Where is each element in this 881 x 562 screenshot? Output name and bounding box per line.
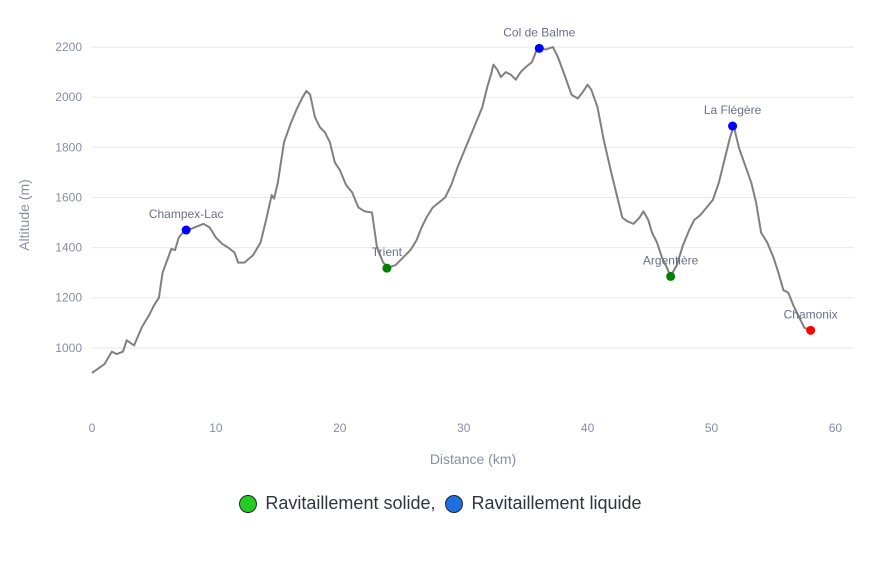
aid-station-label: Chamonix bbox=[784, 307, 838, 321]
aid-station-marker[interactable] bbox=[534, 43, 544, 53]
legend-swatch-liquid bbox=[445, 494, 464, 513]
x-tick-label: 10 bbox=[209, 421, 223, 435]
x-tick-label: 50 bbox=[705, 421, 719, 435]
x-tick-label: 60 bbox=[829, 421, 843, 435]
y-axis-title: Altitude (m) bbox=[16, 179, 32, 251]
aid-station-marker[interactable] bbox=[666, 271, 676, 281]
x-tick-label: 20 bbox=[333, 421, 347, 435]
aid-station-marker[interactable] bbox=[806, 325, 816, 335]
elevation-chart: 1000 1200 1400 1600 1800 2000 2200 0 10 20 30 40 50… bbox=[16, 25, 854, 467]
legend: Ravitaillement solide, Ravitaillement li… bbox=[0, 493, 881, 514]
aid-station-label: La Flégère bbox=[704, 103, 762, 117]
aid-station-label: Champex-Lac bbox=[149, 207, 224, 221]
x-axis-title: Distance (km) bbox=[430, 451, 516, 467]
x-tick-labels: 0 10 20 30 40 50 60 bbox=[89, 421, 843, 435]
aid-station-marker[interactable] bbox=[382, 263, 392, 273]
y-tick-label: 1200 bbox=[55, 291, 82, 305]
aid-station-label: Argentière bbox=[643, 253, 699, 267]
x-tick-label: 30 bbox=[457, 421, 471, 435]
aid-station-label: Trient bbox=[372, 245, 403, 259]
legend-item-solid[interactable]: Ravitaillement solide, bbox=[239, 493, 435, 514]
elevation-profile-line bbox=[91, 46, 811, 374]
y-tick-label: 2000 bbox=[55, 90, 82, 104]
y-tick-label: 1400 bbox=[55, 241, 82, 255]
legend-label-liquid: Ravitaillement liquide bbox=[471, 493, 642, 513]
grid bbox=[92, 46, 854, 349]
legend-item-liquid[interactable]: Ravitaillement liquide bbox=[445, 493, 642, 514]
legend-label-solid: Ravitaillement solide, bbox=[265, 493, 436, 513]
x-tick-label: 0 bbox=[89, 421, 96, 435]
x-tick-label: 40 bbox=[581, 421, 595, 435]
aid-station-marker[interactable] bbox=[728, 121, 738, 131]
y-tick-label: 2200 bbox=[55, 40, 82, 54]
aid-station-points: Champex-Lac Trient Col de Balme Argentière L… bbox=[149, 25, 838, 335]
y-tick-label: 1600 bbox=[55, 190, 82, 204]
y-tick-label: 1800 bbox=[55, 140, 82, 154]
y-tick-label: 1000 bbox=[55, 341, 82, 355]
aid-station-label: Col de Balme bbox=[503, 25, 575, 39]
y-tick-labels: 1000 1200 1400 1600 1800 2000 2200 bbox=[55, 40, 82, 355]
aid-station-marker[interactable] bbox=[181, 225, 191, 235]
legend-swatch-solid bbox=[239, 494, 258, 513]
